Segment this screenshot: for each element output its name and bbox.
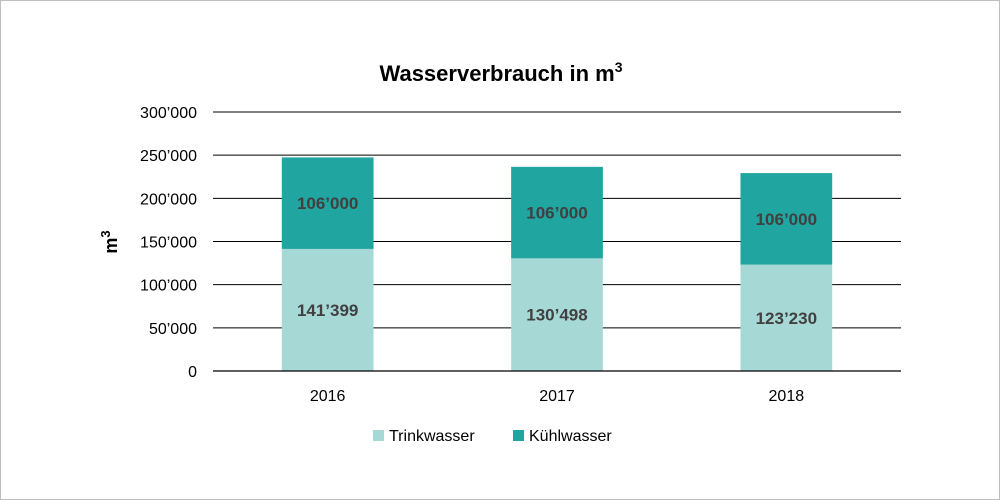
data-label: 106’000	[526, 204, 587, 223]
legend-label-kühlwasser: Kühlwasser	[529, 428, 612, 445]
bar-segment-kühlwasser	[511, 166, 603, 259]
x-tick-label: 2018	[769, 388, 805, 405]
data-label: 123’230	[756, 309, 817, 328]
bar-segment-kühlwasser	[281, 157, 374, 249]
bar-segment-kühlwasser	[740, 173, 833, 265]
legend-swatch-trinkwasser	[373, 430, 384, 441]
bar-segment-trinkwasser	[281, 248, 374, 371]
y-axis-label-text: m	[101, 238, 121, 254]
y-tick-label: 250’000	[140, 148, 197, 165]
chart-title: Wasserverbrauch in m3	[380, 59, 623, 86]
data-label: 130’498	[526, 306, 587, 325]
bar-data-labels: 141’399 106’000 130’498 106’000 123’230 106’0…	[297, 194, 817, 328]
bar-segment-trinkwasser	[511, 258, 603, 371]
y-tick-label: 150’000	[140, 235, 197, 252]
y-tick-label: 200’000	[140, 191, 197, 208]
legend-label-trinkwasser: Trinkwasser	[389, 428, 475, 445]
data-label: 106’000	[756, 210, 817, 229]
y-axis-ticks: 0 50’000 100’000 150’000 200’000 250’000 300’0…	[140, 105, 197, 381]
x-tick-label: 2017	[539, 388, 575, 405]
y-tick-label: 0	[188, 364, 197, 381]
y-tick-label: 100’000	[140, 278, 197, 295]
data-label: 106’000	[297, 194, 358, 213]
x-tick-label: 2016	[310, 388, 346, 405]
y-axis-label: m3	[98, 230, 121, 253]
legend: Trinkwasser Kühlwasser	[373, 428, 612, 445]
y-tick-label: 50’000	[149, 321, 197, 338]
legend-swatch-kühlwasser	[513, 430, 524, 441]
chart-title-superscript: 3	[615, 59, 623, 75]
chart-title-text: Wasserverbrauch in m	[380, 61, 615, 86]
bars	[281, 157, 833, 371]
x-axis-ticks: 2016 2017 2018	[310, 388, 804, 405]
y-axis-label-superscript: 3	[98, 230, 113, 237]
data-label: 141’399	[297, 301, 358, 320]
y-tick-label: 300’000	[140, 105, 197, 122]
bar-segment-trinkwasser	[740, 264, 833, 371]
